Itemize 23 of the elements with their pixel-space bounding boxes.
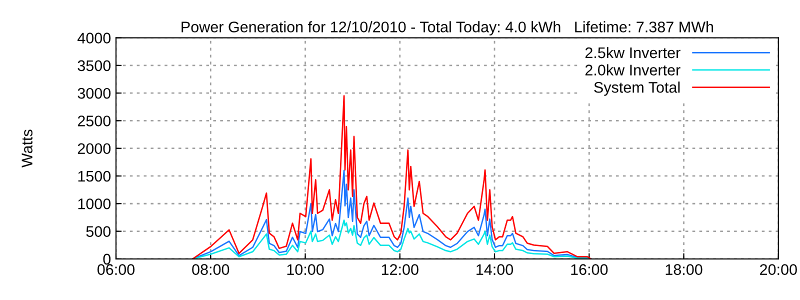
y-tick-label: 0 <box>103 254 111 265</box>
x-tick-label: 06:00 <box>97 264 135 275</box>
y-tick-label: 4000 <box>78 32 111 44</box>
x-tick-label: 12:00 <box>382 264 418 275</box>
x-tick-label: 16:00 <box>571 264 608 275</box>
legend-label: System Total <box>594 82 680 96</box>
legend-label: 2.5kw Inverter <box>585 46 680 58</box>
line-series <box>192 95 592 259</box>
x-tick-label: 08:00 <box>192 264 230 275</box>
y-tick-label: 3500 <box>78 60 111 72</box>
chart-title: Power Generation for 12/10/2010 - Total Today: 4.0 kWh Lifetime: 7.387 MWh <box>182 21 714 36</box>
y-tick-label: 3000 <box>78 88 111 99</box>
x-tick-label: 18:00 <box>666 264 702 275</box>
y-tick-label: 1000 <box>78 198 111 210</box>
x-tick-label: 20:00 <box>760 264 797 275</box>
legend-label: 2.0kw Inverter <box>585 64 680 76</box>
y-axis-title: Watts <box>22 130 32 168</box>
y-tick-label: 500 <box>86 226 111 237</box>
x-tick-label: 14:00 <box>476 264 514 275</box>
x-tick-label: 10:00 <box>287 264 324 275</box>
y-tick-label: 1500 <box>78 170 111 182</box>
y-tick-label: 2000 <box>78 143 111 154</box>
y-tick-label: 2500 <box>78 116 111 126</box>
